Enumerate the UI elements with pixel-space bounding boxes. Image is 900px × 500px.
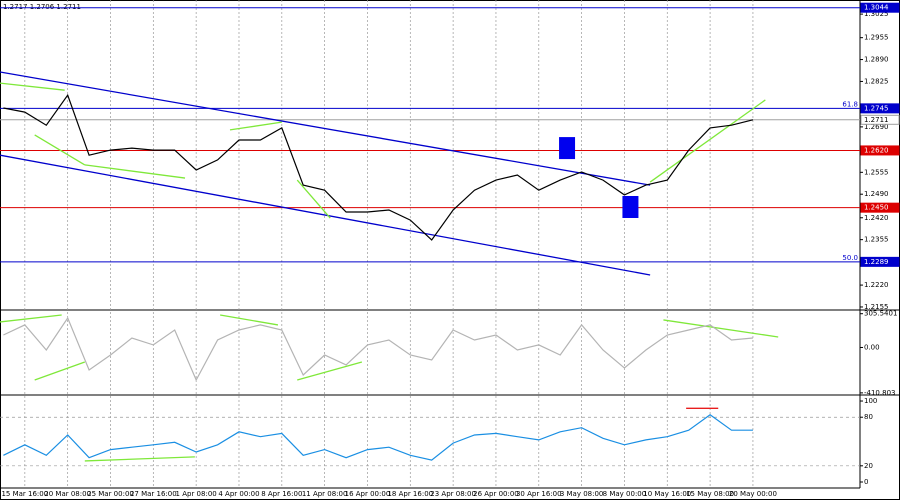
trendline <box>0 154 651 276</box>
x-tick-label: 25 Mar 00:00 <box>87 490 134 498</box>
level-label: 1.2711 <box>864 116 889 124</box>
trendline <box>84 456 195 462</box>
x-tick-label: 20 May 00:00 <box>729 490 777 498</box>
x-tick-label: 1 Apr 08:00 <box>176 490 217 498</box>
trendline <box>34 361 86 381</box>
fib-label: 50.0 <box>842 254 858 262</box>
level-box <box>860 202 900 213</box>
y-tick-label: 20 <box>864 462 873 470</box>
x-tick-label: 23 Apr 08:00 <box>430 490 476 498</box>
y-tick-label: 0 <box>864 478 868 486</box>
x-tick-label: 15 May 08:00 <box>686 490 734 498</box>
y-tick-label: 1.2420 <box>864 214 889 222</box>
trendline <box>296 179 331 219</box>
x-tick-label: 4 Apr 00:00 <box>218 490 259 498</box>
y-tick-label: 1.2490 <box>864 190 889 198</box>
y-tick-label: 1.2890 <box>864 56 889 64</box>
level-box <box>860 114 900 125</box>
y-tick-label: 1.2220 <box>864 281 889 289</box>
level-label: 1.2620 <box>864 146 889 154</box>
y-tick-label: 1.2690 <box>864 123 889 131</box>
level-label: 1.2745 <box>864 104 889 112</box>
x-tick-label: 30 Apr 16:00 <box>516 490 562 498</box>
x-tick-label: 11 Apr 08:00 <box>302 490 348 498</box>
y-tick-label: 1.2155 <box>864 303 889 311</box>
marker <box>622 195 639 218</box>
trendline <box>0 314 62 323</box>
marker <box>559 137 576 160</box>
x-tick-label: 8 May 00:00 <box>603 490 647 498</box>
series-line <box>3 316 753 382</box>
trendline <box>663 319 779 338</box>
y-tick-label: 1.3025 <box>864 10 889 18</box>
level-label: 1.2450 <box>864 204 889 212</box>
trendline <box>649 99 766 183</box>
y-tick-label: 1.2555 <box>864 168 889 176</box>
y-tick-label: 80 <box>864 413 873 421</box>
trendline <box>220 314 279 326</box>
series-line <box>3 414 753 461</box>
level-box <box>860 2 900 13</box>
y-tick-label: 0.00 <box>864 343 880 351</box>
fib-label: 61.8 <box>842 100 858 108</box>
level-box <box>860 256 900 267</box>
trendline <box>0 82 65 91</box>
level-box <box>860 103 900 114</box>
trendline <box>34 134 86 166</box>
y-tick-label: 100 <box>864 397 877 405</box>
y-tick-label: -410.803 <box>864 389 895 397</box>
level-label: 1.2289 <box>864 258 889 266</box>
x-tick-label: 8 Apr 16:00 <box>261 490 302 498</box>
trendline <box>0 71 651 186</box>
trendline <box>84 164 186 179</box>
y-tick-label: 1.2955 <box>864 34 889 42</box>
series-line <box>3 93 754 241</box>
level-box <box>860 145 900 156</box>
trendline <box>297 361 363 381</box>
y-tick-label: 1.2825 <box>864 77 889 85</box>
ohlc-text: 1.2717 1.2706 1.2711 <box>3 3 81 11</box>
x-tick-label: 3 May 08:00 <box>560 490 604 498</box>
x-tick-label: 16 Apr 00:00 <box>345 490 391 498</box>
x-tick-label: 27 Mar 16:00 <box>130 490 177 498</box>
x-tick-label: 20 Mar 08:00 <box>44 490 91 498</box>
trendline <box>229 121 282 131</box>
y-tick-label: 1.2355 <box>864 236 889 244</box>
x-tick-label: 15 Mar 16:00 <box>1 490 48 498</box>
level-label: 1.3044 <box>864 4 889 12</box>
x-tick-label: 26 Apr 00:00 <box>473 490 519 498</box>
x-tick-label: 18 Apr 16:00 <box>387 490 433 498</box>
y-tick-label: 305.5401 <box>864 310 897 318</box>
x-tick-label: 10 May 16:00 <box>643 490 691 498</box>
